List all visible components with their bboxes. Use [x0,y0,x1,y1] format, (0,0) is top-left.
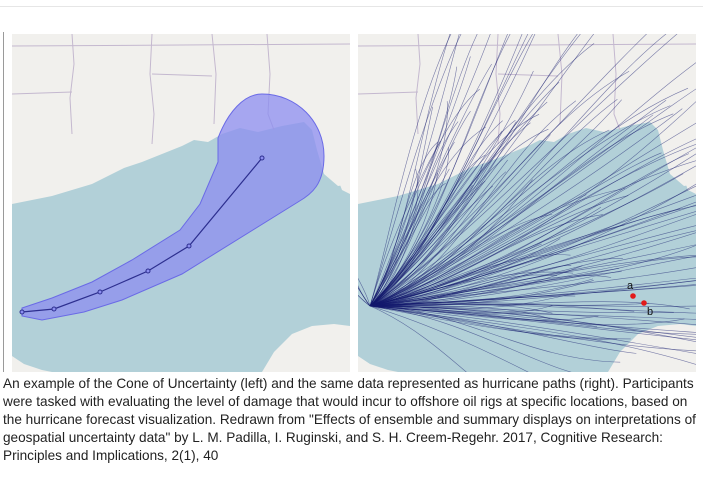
hurricane-path [369,159,508,307]
hurricane-path [369,34,508,307]
hurricane-path [369,34,595,307]
hurricane-path [369,292,575,309]
hurricane-path [369,305,696,352]
hurricane-path [369,305,572,372]
cuba-island [608,324,696,372]
hurricane-path [369,138,696,307]
hurricane-path [369,305,674,314]
hurricane-path [369,214,603,307]
hurricane-path [369,244,696,307]
hurricane-path [369,267,696,307]
hurricane-path [369,106,433,307]
hurricane-path [369,34,452,307]
hurricane-path [369,305,467,372]
hurricane-path [369,194,696,307]
hurricane-path [369,214,696,307]
hurricane-path [369,140,441,307]
hurricane-path [369,305,696,320]
state-borders [358,34,696,145]
hurricane-path [369,173,684,307]
hurricane-path [369,305,696,365]
hurricane-path [369,99,618,307]
hurricane-path [369,305,696,341]
hurricane-path [369,255,696,307]
hurricane-path [369,152,662,307]
hurricane-path [369,204,696,307]
hurricane-path [369,108,683,307]
hurricane-path [369,303,696,307]
hurricane-path [369,245,696,307]
track-markers [19,155,265,315]
hurricane-path [369,56,471,307]
hurricane-path [369,34,647,307]
top-divider [0,6,703,7]
hurricane-path [369,114,654,307]
hurricane-path [369,101,548,307]
yucatan-land [358,356,398,372]
hurricane-path [369,130,503,307]
hurricane-path [369,225,696,307]
hurricane-path [369,34,581,307]
hurricane-path [369,284,696,307]
hurricane-path [369,305,637,354]
hurricane-path [369,305,529,372]
hurricane-path [358,278,371,307]
hurricane-path [369,165,696,307]
hurricane-path [369,34,536,307]
hurricane-path [369,305,631,340]
hurricane-path [369,278,593,307]
hurricane-path [369,113,674,307]
hurricane-path [369,154,486,307]
hurricane-path [369,141,439,307]
hurricane-path [369,280,696,307]
florida-peninsula [312,34,350,194]
hurricane-path [369,99,622,307]
hurricane-path [369,305,551,320]
hurricane-path [369,111,471,307]
hurricane-path [369,34,529,307]
location-label-a: a [627,280,634,292]
location-marker-b [641,300,647,306]
cuba-island [262,324,350,372]
yucatan-land [12,356,52,372]
location-markers: a b [627,280,653,318]
hurricane-path [369,62,696,307]
hurricane-path [369,258,623,307]
hurricane-path [369,153,690,307]
hurricane-path [369,88,480,307]
hurricane-path [369,183,696,307]
hurricane-path [369,305,599,321]
hurricane-path [369,160,696,307]
hurricane-path [369,34,451,307]
hurricane-path-lines [358,34,696,372]
hurricane-path [369,70,534,307]
hurricane-path [369,114,540,307]
hurricane-path [369,34,462,307]
left-margin-rule [3,32,4,372]
hurricane-paths-map: a b [358,34,696,372]
cone-of-uncertainty-map [12,34,350,372]
hurricane-path [369,305,696,354]
uncertainty-cone [21,93,325,321]
hurricane-path [369,100,577,307]
location-label-b: b [647,306,653,318]
us-gulf-coast-land [12,34,350,204]
hurricane-path [369,70,630,307]
florida-peninsula [658,34,696,194]
hurricane-path [369,305,696,335]
hurricane-path [369,305,685,325]
figure-caption: An example of the Cone of Uncertainty (l… [3,376,696,463]
hurricane-path [369,34,523,307]
location-marker-a [630,293,636,299]
forecast-track [21,157,263,313]
